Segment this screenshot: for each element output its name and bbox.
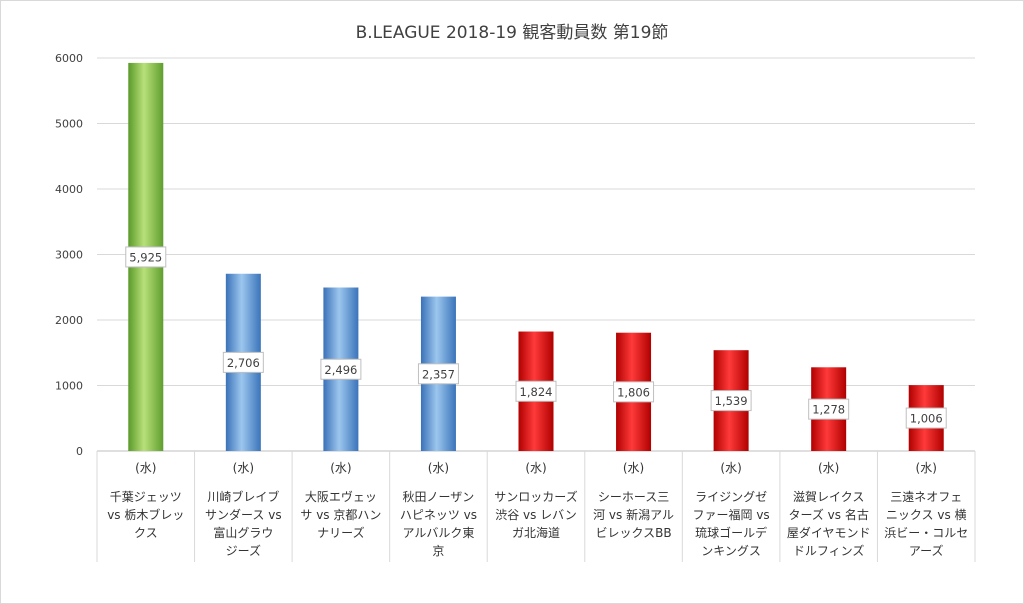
category-label-line: 琉球ゴールデ <box>695 525 767 540</box>
data-label-box <box>125 246 167 268</box>
data-label: 5,925 <box>125 246 167 268</box>
category-label-line: ガ北海道 <box>512 525 560 540</box>
category-label-line: 河 vs 新潟アル <box>593 507 674 522</box>
data-label-text: 2,706 <box>227 356 260 370</box>
category-label-line: アーズ <box>909 543 944 558</box>
y-tick-label: 0 <box>76 445 83 458</box>
category-day-label: (水) <box>623 461 644 475</box>
category-label-line: サンダース vs <box>205 507 282 522</box>
data-label: 2,357 <box>417 363 459 385</box>
y-tick-label: 5000 <box>55 118 83 131</box>
category-label-line: サ vs 京都ハン <box>300 508 381 522</box>
data-label-text: 1,278 <box>812 403 845 417</box>
category-label-line: 屋ダイヤモンド <box>787 525 871 540</box>
category-label-line: vs 栃木ブレッ <box>107 507 184 522</box>
category-label-line: アルバルク東 <box>402 526 474 540</box>
y-tick-label: 4000 <box>55 183 83 196</box>
data-label: 1,806 <box>613 381 655 403</box>
y-tick-label: 6000 <box>55 52 83 65</box>
chart-title: B.LEAGUE 2018-19 観客動員数 第19節 <box>356 23 669 43</box>
data-label-box <box>515 380 557 402</box>
category-label-line: ニックス vs 横 <box>886 508 967 522</box>
category-label-line: ビレックスBB <box>596 526 672 540</box>
y-tick-label: 3000 <box>55 249 83 262</box>
category-label-line: ドルフィンズ <box>793 543 865 558</box>
data-label: 1,824 <box>515 380 557 402</box>
data-label-text: 1,824 <box>520 385 553 399</box>
category-label-line: ライジングゼ <box>695 490 767 504</box>
data-label-box <box>710 390 752 412</box>
data-label-box <box>808 398 850 420</box>
category-label-line: シーホース三 <box>598 490 669 504</box>
category-label-line: サンロッカーズ <box>494 489 577 504</box>
category-label-line: ハピネッツ vs <box>400 508 477 522</box>
category-label-line: ファー福岡 vs <box>693 507 770 522</box>
category-label-line: 川崎ブレイブ <box>207 489 279 504</box>
data-label: 1,539 <box>710 390 752 412</box>
data-label-text: 2,357 <box>422 367 455 381</box>
data-label-box <box>417 363 459 385</box>
category-day-label: (水) <box>330 461 351 475</box>
data-label: 2,706 <box>222 351 264 373</box>
category-label-line: 浜ビー・コルセ <box>884 526 968 540</box>
data-label: 1,006 <box>905 407 947 429</box>
category-label-line: ナリーズ <box>317 525 364 540</box>
category-label-line: 大阪エヴェッ <box>305 489 377 504</box>
data-label-text: 1,806 <box>617 385 650 399</box>
data-label-box <box>222 351 264 373</box>
y-axis-ticks: 0 1000 2000 3000 4000 5000 6000 <box>55 52 83 458</box>
data-label-text: 2,496 <box>324 363 357 377</box>
category-day-label: (水) <box>818 461 839 475</box>
category-day-label: (水) <box>916 461 937 475</box>
category-label-line: ジーズ <box>226 543 261 558</box>
category-label-line: 富山グラウ <box>213 525 273 540</box>
y-tick-label: 1000 <box>55 380 83 393</box>
category-day-label: (水) <box>720 461 741 475</box>
category-label-line: 京 <box>432 544 444 558</box>
category-label-line: 三遠ネオフェ <box>890 490 962 504</box>
category-label-line: クス <box>134 526 158 540</box>
data-label-box <box>613 381 655 403</box>
data-label-box <box>905 407 947 429</box>
data-label: 2,496 <box>320 358 362 380</box>
category-day-label: (水) <box>525 461 546 475</box>
y-tick-label: 2000 <box>55 314 83 327</box>
data-label-box <box>320 358 362 380</box>
data-label: 1,278 <box>808 398 850 420</box>
category-label-line: 秋田ノーザン <box>403 490 475 504</box>
category-label-line: ンキングス <box>701 544 761 558</box>
data-label-text: 5,925 <box>129 250 162 264</box>
category-day-label: (水) <box>135 461 156 475</box>
category-label-line: ターズ vs 名古 <box>788 507 868 522</box>
data-label-text: 1,006 <box>910 412 943 426</box>
category-label-line: 渋谷 vs レバン <box>495 508 577 522</box>
category-label-line: 千葉ジェッツ <box>110 490 182 504</box>
data-label-text: 1,539 <box>715 394 748 408</box>
category-day-label: (水) <box>428 461 449 475</box>
category-label-line: 滋賀レイクス <box>793 490 864 504</box>
category-day-label: (水) <box>233 461 254 475</box>
data-labels: 5,925 2,706 2,496 2,357 1,824 1,806 1,539 1,278… <box>125 246 947 429</box>
